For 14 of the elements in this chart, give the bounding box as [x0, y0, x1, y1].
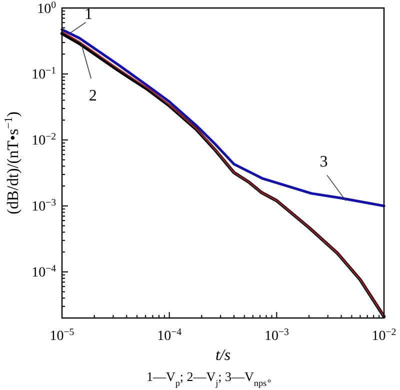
- y-tick-label: 10$^{−3}$: [32, 197, 56, 215]
- text: 1—V$_{p}$; 2—V$_{j}$; 3—V$_{nps}$。: [146, 369, 280, 388]
- y-tick-label: 10$^{−4}$: [32, 263, 56, 281]
- x-tick-label: 10$^{−4}$: [157, 326, 182, 344]
- x-axis-title: t/s: [215, 347, 231, 364]
- annotation: 2: [88, 87, 97, 104]
- y-tick-label: 10$^{0}$: [37, 0, 56, 17]
- y-tick-label: 10$^{−1}$: [32, 65, 56, 83]
- x-tick-label: 10$^{−2}$: [372, 326, 396, 344]
- annotation: 1: [84, 6, 92, 23]
- annotation: 3: [320, 154, 328, 171]
- y-tick-label: 10$^{−2}$: [32, 131, 56, 149]
- x-tick-label: 10$^{−3}$: [264, 326, 289, 344]
- x-tick-label: 10$^{−5}$: [50, 326, 74, 344]
